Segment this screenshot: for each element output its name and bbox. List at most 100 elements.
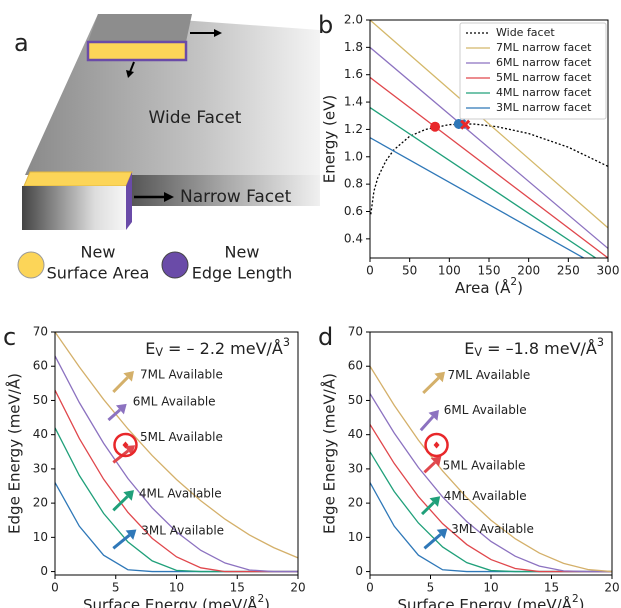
chart-title-part: V (155, 346, 163, 359)
x-tick-label: 250 (557, 264, 580, 278)
annotation-arrow (422, 376, 440, 394)
annotation: 7ML Available (140, 367, 223, 381)
annotation-arrow-head (428, 410, 439, 421)
y-axis-label: Edge Energy (meV/Å) (5, 373, 24, 534)
chart-title-part: = – 2.2 meV/Å (163, 339, 283, 358)
y-axis-label: Energy (eV) (321, 95, 339, 183)
x-axis-label-part: 2 (572, 593, 579, 605)
point (460, 119, 471, 130)
plot-area (55, 332, 298, 573)
annotation-arrow (112, 495, 129, 512)
y-tick-label: 1.8 (344, 40, 363, 54)
annotation: 6ML Available (133, 395, 216, 409)
annotation: 6ML Available (444, 403, 527, 417)
chart-title-part: 3 (283, 336, 290, 349)
chart-title-part: E (464, 339, 474, 358)
annotation-arrow (420, 501, 435, 516)
annotation-arrow-head (436, 528, 448, 539)
y-tick-label: 50 (33, 393, 48, 407)
y-tick-label: 70 (348, 325, 363, 339)
x-axis-label: Surface Energy (meV/Å2) (83, 593, 270, 608)
legend-box (459, 22, 607, 120)
point (430, 121, 441, 132)
arrow-head (214, 29, 222, 37)
x-axis-label-part: ) (517, 279, 523, 297)
legend-text: Surface Area (47, 264, 150, 283)
y-tick-label: 20 (348, 496, 363, 510)
x-axis-label-part: Surface Energy (meV/Å (83, 595, 258, 608)
legend-label: 6ML narrow facet (496, 56, 592, 69)
y-tick-label: 1.0 (344, 149, 363, 163)
chart-title-part: = –1.8 meV/Å (482, 339, 597, 358)
annotation: 4ML Available (444, 489, 527, 503)
annotation-arrow-head (125, 529, 137, 540)
chart-title-part: V (474, 346, 482, 359)
series-line (370, 106, 597, 258)
y-tick-label: 0 (355, 564, 363, 578)
x-axis-label-part: Area (Å (455, 278, 511, 297)
x-tick-label: 300 (597, 264, 620, 278)
target-ring (113, 432, 138, 458)
legend-swatch (17, 251, 45, 279)
y-tick-label: 20 (33, 496, 48, 510)
legend-text: Edge Length (192, 264, 293, 283)
x-tick-label: 10 (169, 581, 184, 595)
axes-frame (369, 331, 613, 576)
target-point (122, 441, 129, 449)
x-tick-label: 15 (544, 581, 559, 595)
annotation-arrow (112, 449, 130, 464)
x-tick-label: 5 (427, 581, 435, 595)
y-tick-label: 70 (33, 325, 48, 339)
x-tick-label: 20 (290, 581, 305, 595)
y-tick-label: 30 (348, 461, 363, 475)
y-tick-label: 40 (33, 427, 48, 441)
series-line (370, 393, 612, 573)
y-tick-label: 30 (33, 461, 48, 475)
y-tick-label: 1.2 (344, 122, 363, 136)
arrow-head (126, 70, 134, 78)
arrow-head (164, 192, 174, 202)
x-tick-label: 50 (402, 264, 417, 278)
annotation-arrow (112, 534, 131, 550)
legend-text: New (225, 243, 260, 262)
x-axis-label-part: Surface Energy (meV/Å (397, 595, 572, 608)
x-axis-label-part: 2 (257, 593, 264, 605)
y-tick-label: 10 (33, 530, 48, 544)
x-axis-label: Surface Energy (meV/Å2) (397, 593, 584, 608)
annotation-arrow (423, 461, 436, 474)
y-tick-label: 60 (348, 359, 363, 373)
annotation-arrow-head (123, 490, 134, 501)
x-axis-label-part: ) (579, 596, 585, 608)
panel-label: a (14, 29, 29, 57)
annotation-arrow (419, 415, 435, 432)
y-tick-label: 40 (348, 427, 363, 441)
wide-facet-label: Wide Facet (149, 108, 242, 128)
axes-frame (369, 19, 609, 259)
legend-label: 7ML narrow facet (496, 41, 592, 54)
annotation-arrow-head (123, 371, 134, 382)
x-tick-label: 100 (438, 264, 461, 278)
annotation-arrow (423, 533, 442, 550)
legend-label: 5ML narrow facet (496, 71, 592, 84)
x-tick-label: 0 (51, 581, 59, 595)
legend-label: 3ML narrow facet (496, 101, 592, 114)
x-tick-label: 5 (112, 581, 120, 595)
series-line (370, 137, 586, 258)
x-tick-label: 10 (483, 581, 498, 595)
x-axis-label: Area (Å2) (455, 276, 523, 297)
legend-label: Wide facet (496, 26, 555, 39)
x-tick-label: 200 (517, 264, 540, 278)
annotation-arrow-head (430, 456, 442, 467)
plot-area (370, 20, 608, 258)
annotation: 7ML Available (447, 368, 530, 382)
annotation-arrow-head (429, 496, 441, 507)
series-line (55, 332, 298, 559)
x-axis-label-part: ) (264, 596, 270, 608)
chart-title-part: 3 (597, 336, 604, 349)
target-ring (424, 432, 449, 458)
annotation-arrow (112, 376, 129, 393)
chart-title-part: E (145, 339, 155, 358)
new-surface-bottom (23, 171, 133, 187)
y-tick-label: 60 (33, 359, 48, 373)
legend-text: New (81, 243, 116, 262)
